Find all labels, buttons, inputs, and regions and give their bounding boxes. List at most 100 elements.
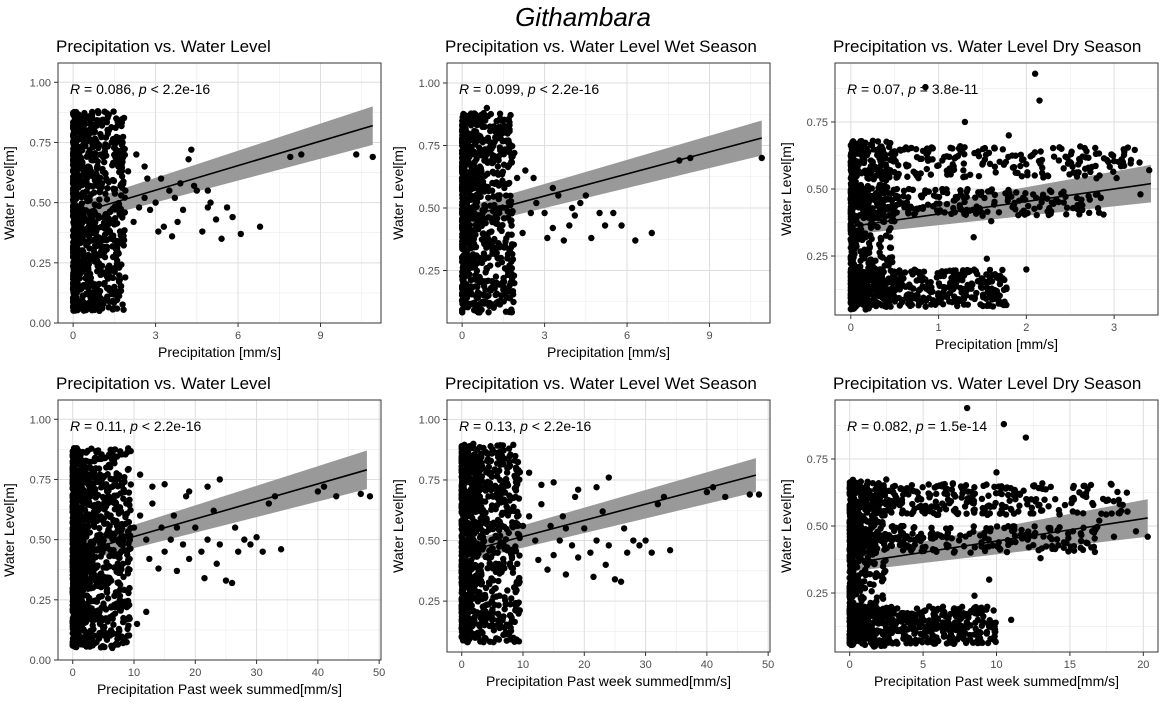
data-point: [96, 142, 103, 149]
data-point: [83, 550, 90, 558]
x-tick-label: 10: [128, 667, 140, 679]
data-point: [950, 204, 957, 212]
data-point: [474, 289, 482, 296]
data-point: [1023, 266, 1030, 273]
data-point: [852, 193, 859, 200]
data-point: [854, 287, 861, 294]
data-point: [1018, 209, 1026, 216]
data-point: [459, 222, 466, 229]
data-point: [486, 262, 494, 269]
y-tick-label: 0.25: [30, 595, 51, 607]
data-point: [986, 266, 994, 274]
data-point: [123, 500, 130, 507]
data-point: [119, 618, 127, 626]
data-point: [90, 292, 97, 299]
data-point: [149, 500, 156, 507]
data-point: [860, 277, 868, 284]
y-tick-label: 0.75: [807, 117, 828, 129]
data-point: [490, 170, 498, 177]
data-point: [69, 539, 77, 547]
data-point: [101, 481, 108, 488]
data-point: [994, 294, 1001, 302]
y-tick-label: 0.75: [419, 141, 440, 153]
data-point: [216, 541, 224, 548]
data-point: [872, 257, 879, 264]
data-point: [70, 525, 77, 532]
data-point: [476, 308, 483, 316]
data-point: [848, 142, 856, 150]
data-point: [466, 265, 473, 272]
data-point: [892, 150, 899, 158]
data-point: [1005, 132, 1012, 139]
data-point: [133, 620, 141, 628]
correlation-annotation: R = 0.086, p < 2.2e-16: [70, 81, 210, 97]
data-point: [95, 239, 103, 246]
data-point: [73, 153, 81, 160]
data-point: [109, 450, 116, 457]
data-point: [201, 574, 208, 582]
data-point: [1024, 202, 1032, 210]
data-point: [887, 234, 894, 241]
data-point: [507, 192, 514, 199]
data-point: [188, 146, 195, 153]
data-point: [107, 512, 114, 519]
data-point: [99, 642, 106, 650]
data-point: [849, 206, 856, 213]
data-point: [99, 536, 107, 543]
data-point: [468, 182, 475, 189]
data-point: [98, 180, 106, 187]
data-point: [940, 272, 948, 280]
data-point: [107, 235, 115, 242]
data-point: [950, 163, 957, 170]
data-point: [983, 302, 991, 310]
data-point: [73, 195, 80, 202]
data-point: [910, 292, 917, 300]
data-point: [1035, 157, 1043, 165]
data-point: [207, 199, 214, 206]
data-point: [97, 583, 105, 591]
data-point: [80, 164, 88, 171]
data-point: [93, 449, 100, 456]
data-point: [86, 163, 93, 171]
x-tick-label: 0: [848, 322, 854, 334]
data-point: [588, 234, 595, 242]
data-point: [94, 562, 101, 569]
data-point: [69, 110, 77, 118]
data-point: [943, 186, 950, 193]
data-point: [555, 192, 562, 199]
y-axis-label: Water Level[m]: [390, 146, 406, 240]
data-point: [508, 258, 515, 265]
x-axis-label: Precipitation [mm/s]: [935, 336, 1058, 352]
data-point: [96, 302, 103, 309]
panel-title: Precipitation vs. Water Level: [56, 374, 271, 393]
data-point: [632, 237, 639, 244]
data-point: [101, 148, 108, 156]
data-point: [894, 173, 901, 181]
data-point: [90, 121, 97, 129]
data-point: [88, 563, 95, 570]
data-point: [482, 269, 489, 276]
data-point: [70, 229, 78, 236]
data-point: [1018, 156, 1026, 164]
r-value: = 0.07,: [857, 81, 908, 97]
data-point: [103, 636, 111, 643]
data-point: [83, 230, 91, 237]
data-point: [277, 546, 285, 553]
data-point: [94, 251, 101, 259]
data-point: [76, 231, 83, 239]
data-point: [483, 104, 491, 112]
data-point: [506, 248, 514, 255]
data-point: [481, 215, 488, 223]
data-point: [850, 149, 857, 157]
data-point: [533, 199, 540, 207]
data-point: [1082, 154, 1089, 161]
data-point: [143, 608, 150, 616]
data-point: [231, 524, 239, 531]
data-point: [114, 248, 122, 256]
data-point: [475, 225, 482, 233]
y-tick-label: 0.50: [30, 535, 51, 547]
data-point: [758, 154, 765, 162]
data-point: [468, 194, 475, 201]
data-point: [91, 537, 99, 544]
data-point: [166, 187, 173, 194]
